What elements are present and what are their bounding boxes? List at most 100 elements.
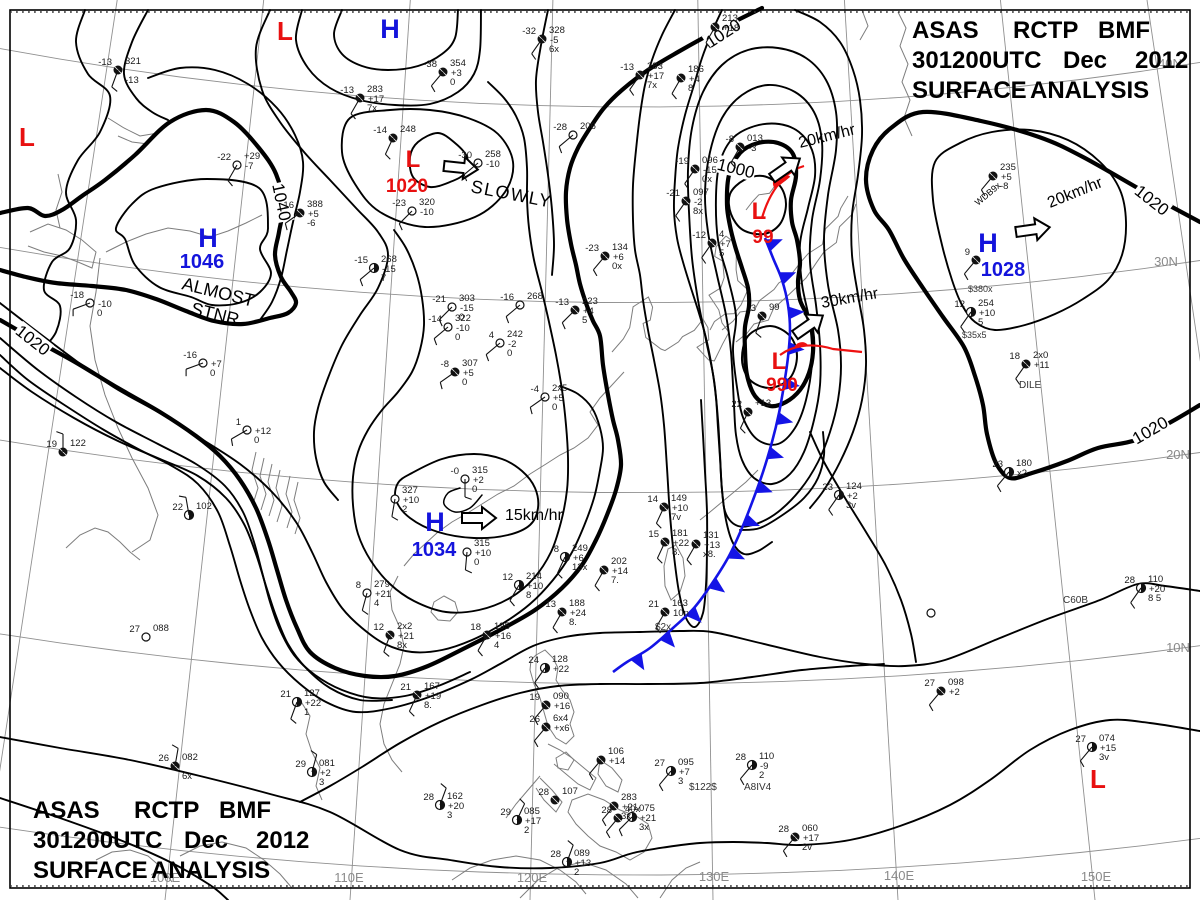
svg-text:283: 283 (647, 61, 663, 72)
svg-text:28: 28 (778, 824, 789, 835)
svg-text:-18: -18 (70, 290, 84, 301)
svg-text:248: 248 (400, 124, 416, 135)
svg-text:321: 321 (125, 56, 141, 67)
svg-text:8: 8 (356, 580, 361, 591)
svg-text:249: 249 (572, 543, 588, 554)
svg-text:320: 320 (419, 197, 435, 208)
svg-text:-8: -8 (441, 359, 449, 370)
svg-text:-7: -7 (245, 161, 253, 172)
svg-text:-23: -23 (392, 198, 406, 209)
svg-text:0: 0 (459, 312, 464, 323)
svg-text:1: 1 (236, 417, 241, 428)
svg-text:134: 134 (612, 242, 628, 253)
svg-text:ANALYSIS: ANALYSIS (1030, 77, 1149, 104)
svg-text:8.: 8. (672, 547, 680, 558)
svg-text:12: 12 (373, 622, 384, 633)
svg-text:27: 27 (654, 758, 665, 769)
svg-text:2: 2 (574, 867, 579, 878)
svg-text:0: 0 (472, 484, 477, 495)
svg-text:-13: -13 (620, 62, 634, 73)
svg-text:21: 21 (280, 689, 291, 700)
svg-text:301200UTC: 301200UTC (33, 827, 162, 854)
svg-text:322: 322 (455, 313, 471, 324)
svg-text:+16: +16 (554, 701, 570, 712)
svg-text:089: 089 (574, 848, 590, 859)
svg-text:100E: 100E (150, 870, 181, 885)
svg-text:186: 186 (688, 64, 704, 75)
svg-text:214: 214 (526, 571, 542, 582)
svg-text:315: 315 (472, 465, 488, 476)
svg-text:L: L (19, 122, 35, 152)
svg-text:180: 180 (1016, 458, 1032, 469)
svg-text:-10: -10 (420, 207, 434, 218)
svg-text:098: 098 (948, 677, 964, 688)
svg-text:H: H (978, 228, 998, 258)
svg-text:-28: -28 (553, 122, 567, 133)
svg-text:23: 23 (992, 459, 1003, 470)
svg-text:+4: +4 (583, 306, 594, 317)
svg-text:110E: 110E (334, 870, 364, 885)
svg-text:+22: +22 (673, 538, 689, 549)
svg-text:27: 27 (129, 624, 140, 635)
svg-text:1: 1 (304, 707, 309, 718)
svg-text:188: 188 (569, 598, 585, 609)
svg-text:5: 5 (582, 315, 587, 326)
svg-text:SURFACE: SURFACE (33, 857, 148, 884)
svg-text:3: 3 (678, 776, 683, 787)
svg-text:27: 27 (1075, 734, 1086, 745)
svg-text:-15: -15 (703, 165, 717, 176)
svg-text:+10: +10 (475, 548, 491, 559)
svg-text:18: 18 (1009, 351, 1020, 362)
svg-text:-13: -13 (555, 297, 569, 308)
svg-text:8: 8 (526, 590, 531, 601)
svg-text:+21: +21 (640, 813, 656, 824)
svg-text:-32: -32 (522, 26, 536, 37)
svg-text:28: 28 (550, 849, 561, 860)
svg-text:9: 9 (965, 247, 970, 258)
svg-text:2012: 2012 (1135, 47, 1188, 74)
svg-text:24: 24 (528, 655, 539, 666)
svg-text:-14: -14 (373, 125, 387, 136)
svg-text:L: L (772, 348, 787, 375)
svg-text:+5: +5 (463, 368, 474, 379)
svg-text:-23: -23 (585, 243, 599, 254)
svg-text:-15: -15 (460, 303, 474, 314)
svg-text:4: 4 (489, 330, 494, 341)
svg-text:H: H (198, 223, 218, 253)
svg-text:124: 124 (846, 481, 862, 492)
svg-text:+2: +2 (473, 475, 484, 486)
svg-text:-9: -9 (760, 761, 768, 772)
svg-text:-8: -8 (1000, 181, 1008, 192)
svg-text:131: 131 (703, 530, 719, 541)
svg-text:+17: +17 (525, 816, 541, 827)
svg-text:BMF: BMF (219, 797, 271, 824)
svg-text:L: L (277, 16, 293, 46)
svg-text:H: H (425, 507, 445, 537)
svg-text:Dec: Dec (184, 827, 228, 854)
svg-text:-21: -21 (666, 188, 680, 199)
svg-text:0: 0 (462, 377, 467, 388)
svg-text:1000: 1000 (715, 155, 756, 183)
svg-text:085: 085 (524, 806, 540, 817)
svg-text:+20: +20 (1149, 584, 1165, 595)
svg-text:149: 149 (671, 493, 687, 504)
svg-text:+21: +21 (622, 802, 638, 813)
svg-text:202: 202 (611, 556, 627, 567)
svg-text:7x: 7x (647, 80, 657, 91)
svg-text:4: 4 (719, 229, 724, 240)
svg-text:-15: -15 (354, 255, 368, 266)
svg-text:+10: +10 (672, 503, 688, 514)
svg-text:28: 28 (735, 752, 746, 763)
svg-text:2: 2 (759, 770, 764, 781)
svg-text:140E: 140E (884, 868, 915, 883)
svg-text:-10: -10 (486, 159, 500, 170)
svg-text:21: 21 (400, 682, 411, 693)
svg-text:102: 102 (196, 501, 212, 512)
svg-text:+2: +2 (949, 687, 960, 698)
svg-text:-22: -22 (217, 152, 231, 163)
svg-text:+14: +14 (612, 566, 628, 577)
svg-text:L: L (406, 146, 421, 173)
svg-text:8 5: 8 5 (1148, 593, 1161, 604)
svg-text:2012: 2012 (256, 827, 309, 854)
svg-text:ASAS: ASAS (33, 797, 100, 824)
